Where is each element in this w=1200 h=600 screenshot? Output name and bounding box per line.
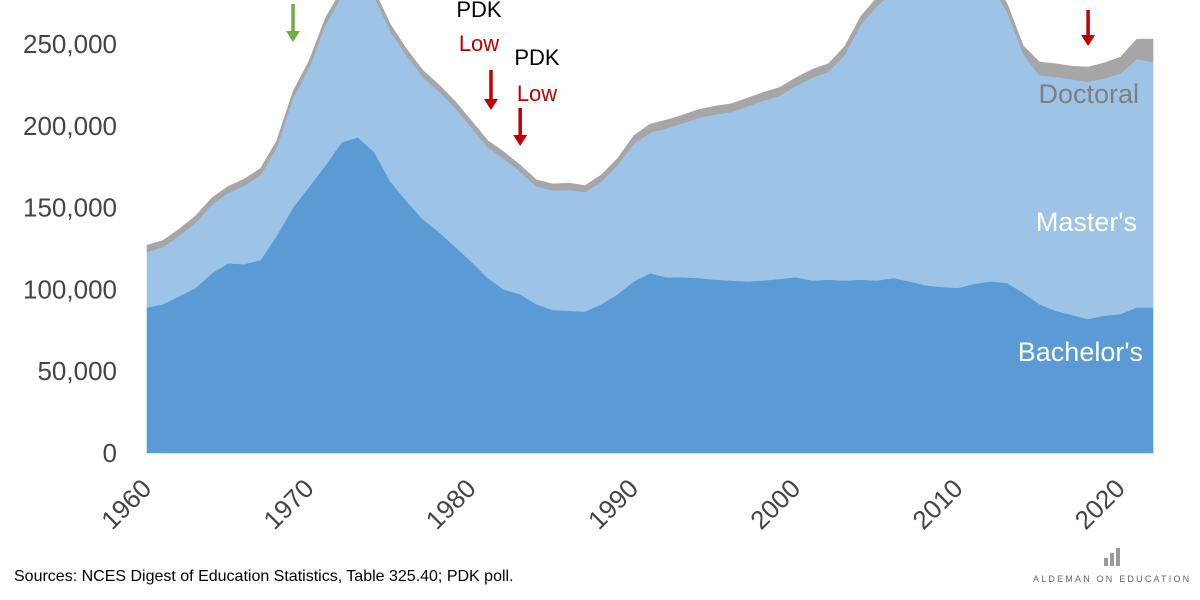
brand-label: ALDEMAN ON EDUCATION	[1033, 574, 1192, 584]
annotation-layer: PDK Low PDK Low	[456, 0, 560, 106]
x-tick-label: 2010	[906, 473, 968, 535]
arrow-layer	[286, 4, 1096, 146]
annotation-1-line-2: Low	[459, 31, 499, 56]
down-arrow-icon	[1081, 10, 1096, 46]
source-note: Sources: NCES Digest of Education Statis…	[14, 568, 514, 585]
series-label-masters: Master's	[1036, 207, 1137, 237]
annotation-1-line-1: PDK	[456, 0, 502, 22]
x-axis: 1960 1970 1980 1990 2000 2010 2020	[95, 473, 1131, 535]
series-label-bachelors: Bachelor's	[1018, 337, 1143, 367]
x-tick-label: 2000	[744, 473, 806, 535]
annotation-2-line-2: Low	[517, 81, 557, 106]
x-tick-label: 1980	[420, 473, 482, 535]
y-tick-label: 0	[103, 438, 117, 468]
x-tick-label: 1960	[95, 473, 157, 535]
x-tick-label: 2020	[1069, 473, 1131, 535]
y-tick-label: 100,000	[23, 274, 117, 304]
down-arrow-icon	[513, 108, 528, 146]
annotation-2-line-1: PDK	[514, 45, 560, 70]
down-arrow-icon	[483, 70, 498, 110]
area-doctoral	[146, 0, 1154, 253]
series-labels: Doctoral Master's Bachelor's	[1018, 79, 1143, 367]
y-tick-label: 200,000	[23, 111, 117, 141]
y-tick-label: 50,000	[37, 356, 117, 386]
series-label-doctoral: Doctoral	[1038, 79, 1139, 109]
x-tick-label: 1990	[582, 473, 644, 535]
x-tick-label: 1970	[257, 473, 319, 535]
bar-chart-icon	[1104, 548, 1124, 566]
y-tick-label: 150,000	[23, 193, 117, 223]
y-axis: 0 50,000 100,000 150,000 200,000 250,000	[23, 29, 117, 468]
down-arrow-icon	[286, 4, 301, 42]
area-layer	[146, 0, 1154, 454]
y-tick-label: 250,000	[23, 29, 117, 59]
